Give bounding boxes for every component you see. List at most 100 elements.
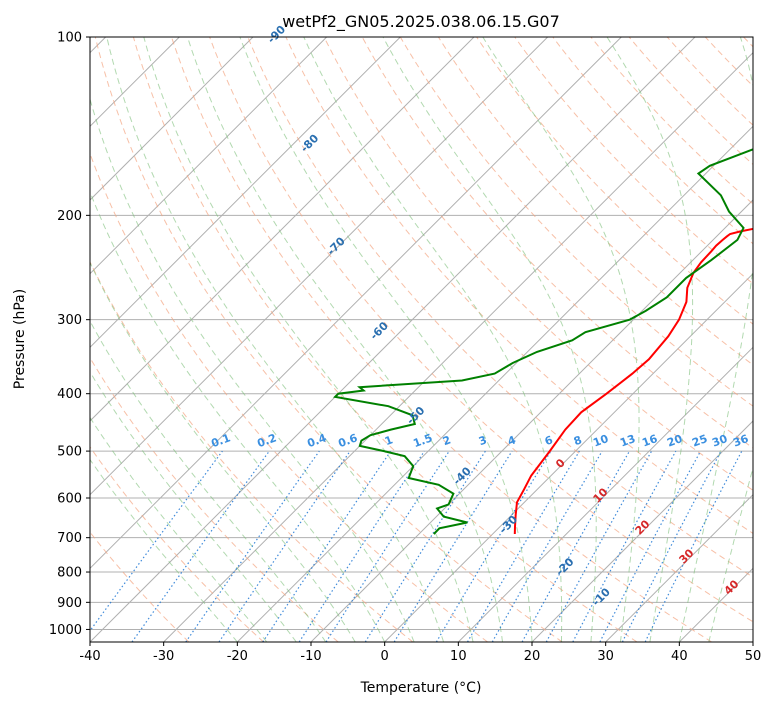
isotherm-50 <box>752 641 753 642</box>
isotherm-40 <box>678 567 753 642</box>
moist-adiabat--4 <box>90 261 356 642</box>
y-tick-label-300: 300 <box>57 313 82 328</box>
dry-adiabat-40 <box>171 37 712 642</box>
mixing-ratio-label-20: 20 <box>665 432 684 450</box>
profile-line-0 <box>513 227 753 535</box>
isotherm--80 <box>90 37 401 349</box>
dry-adiabat-140 <box>552 37 753 245</box>
mixing-ratio-label-3: 3 <box>477 433 489 448</box>
moist-adiabat-label-30: 30 <box>677 546 697 566</box>
mixing-ratio-line-13 <box>521 450 631 642</box>
x-tick-label-10: 10 <box>450 649 467 664</box>
y-tick-label-700: 700 <box>57 531 82 546</box>
dry-adiabat-label--40: -40 <box>451 464 474 487</box>
y-tick-label-900: 900 <box>57 596 82 611</box>
moist-adiabat-8 <box>106 37 445 642</box>
mixing-ratio-line-0.6 <box>218 450 351 642</box>
mixing-ratio-line-3 <box>364 450 486 642</box>
mixing-ratio-label-1.5: 1.5 <box>411 431 434 450</box>
isotherm-20 <box>531 420 753 642</box>
isotherm--50 <box>90 37 622 570</box>
mixing-ratio-label-2: 2 <box>441 433 453 448</box>
mixing-ratio-line-0.2 <box>131 450 270 642</box>
y-tick-label-100: 100 <box>57 31 82 46</box>
moist-adiabat-0 <box>90 190 386 642</box>
mixing-ratio-label-0.2: 0.2 <box>255 431 278 450</box>
dry-adiabat-120 <box>476 37 753 325</box>
moist-adiabat-28 <box>382 37 597 642</box>
moist-adiabat-label-10: 10 <box>591 485 611 505</box>
mixing-ratio-label-0.4: 0.4 <box>305 431 328 450</box>
x-axis-label: Temperature (°C) <box>360 680 482 696</box>
dry-adiabat--30 <box>90 531 190 642</box>
isotherm--40 <box>90 37 696 642</box>
dry-adiabat-label--70: -70 <box>325 234 348 257</box>
dry-adiabat-130 <box>514 37 753 285</box>
isotherm--60 <box>90 37 549 496</box>
y-axis-label: Pressure (hPa) <box>12 289 28 389</box>
y-tick-label-800: 800 <box>57 566 82 581</box>
isotherm-0 <box>384 272 753 642</box>
mixing-ratio-line-0.4 <box>185 450 320 642</box>
isotherm-10 <box>457 346 753 642</box>
moist-adiabat-40 <box>678 37 753 642</box>
moist-adiabat-4 <box>90 97 415 642</box>
dry-adiabat-label--30: -30 <box>497 513 520 536</box>
mixing-ratio-line-4 <box>393 450 513 642</box>
moist-adiabat--8 <box>90 320 327 642</box>
chart-title: wetPf2_GN05.2025.038.06.15.G07 <box>282 12 560 32</box>
moist-adiabat-20 <box>239 37 533 642</box>
x-tick-label--20: -20 <box>227 649 248 664</box>
mixing-ratio-label-13: 13 <box>618 432 637 449</box>
dry-adiabat-60 <box>247 37 753 578</box>
mixing-ratio-label-6: 6 <box>543 433 555 448</box>
moist-adiabat-label-0: 0 <box>553 456 568 471</box>
y-tick-label-600: 600 <box>57 492 82 507</box>
x-tick-label--10: -10 <box>300 649 321 664</box>
mixing-ratio-line-10 <box>491 450 603 642</box>
mixing-ratio-label-30: 30 <box>710 432 729 450</box>
moist-adiabat-label-40: 40 <box>722 577 742 597</box>
moist-adiabat-44 <box>708 465 753 642</box>
plot-frame <box>89 36 754 643</box>
mixing-ratio-label-10: 10 <box>591 432 610 450</box>
mixing-ratio-line-16 <box>545 450 653 642</box>
isotherm--90 <box>90 37 328 275</box>
dry-adiabat-label--80: -80 <box>298 132 321 155</box>
y-tick-label-500: 500 <box>57 445 82 460</box>
y-tick-label-200: 200 <box>57 209 82 224</box>
moist-adiabat-label-20: 20 <box>633 517 653 537</box>
dry-adiabat-180 <box>704 37 753 87</box>
dry-adiabat-label--10: -10 <box>590 585 613 608</box>
isotherm--30 <box>163 51 753 642</box>
mixing-ratio-line-25 <box>599 450 702 642</box>
x-tick-label--30: -30 <box>153 649 174 664</box>
moist-adiabat-32 <box>482 37 640 642</box>
mixing-ratio-line-6 <box>435 450 552 642</box>
mixing-ratio-line-1 <box>262 450 392 642</box>
x-tick-label-0: 0 <box>381 649 389 664</box>
mixing-ratio-line-1.5 <box>298 450 425 642</box>
dry-adiabat-20 <box>94 37 563 642</box>
mixing-ratio-line-2 <box>325 450 450 642</box>
isotherm--20 <box>236 125 753 642</box>
isotherm--10 <box>310 199 753 642</box>
dry-adiabat-label--20: -20 <box>553 555 576 578</box>
isotherm-30 <box>605 493 753 642</box>
moist-adiabat-24 <box>303 37 563 642</box>
mixing-ratio-label-1: 1 <box>383 433 395 448</box>
mixing-ratio-label-36: 36 <box>731 432 750 450</box>
moist-adiabat--20 <box>90 458 238 642</box>
dry-adiabat-label--60: -60 <box>368 319 391 342</box>
dry-adiabat-0 <box>90 260 414 642</box>
y-tick-label-400: 400 <box>57 387 82 402</box>
mixing-ratio-label-16: 16 <box>640 432 659 450</box>
dry-adiabat--20 <box>90 446 264 642</box>
mixing-ratio-line-0.1 <box>90 450 223 632</box>
dry-adiabat-30 <box>132 37 638 642</box>
dry-adiabat-160 <box>628 37 753 166</box>
moist-adiabat-16 <box>187 37 503 642</box>
isotherm--100 <box>90 37 254 201</box>
